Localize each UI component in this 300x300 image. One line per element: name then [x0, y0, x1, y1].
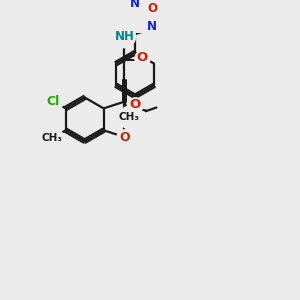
Text: CH₃: CH₃ — [119, 112, 140, 122]
Text: Cl: Cl — [46, 94, 60, 108]
Text: N: N — [130, 0, 140, 10]
Text: O: O — [129, 98, 141, 111]
Text: NH: NH — [115, 30, 134, 43]
Text: O: O — [136, 51, 147, 64]
Text: N: N — [147, 20, 157, 34]
Text: CH₃: CH₃ — [41, 133, 62, 143]
Text: O: O — [119, 130, 130, 143]
Text: O: O — [147, 2, 157, 15]
